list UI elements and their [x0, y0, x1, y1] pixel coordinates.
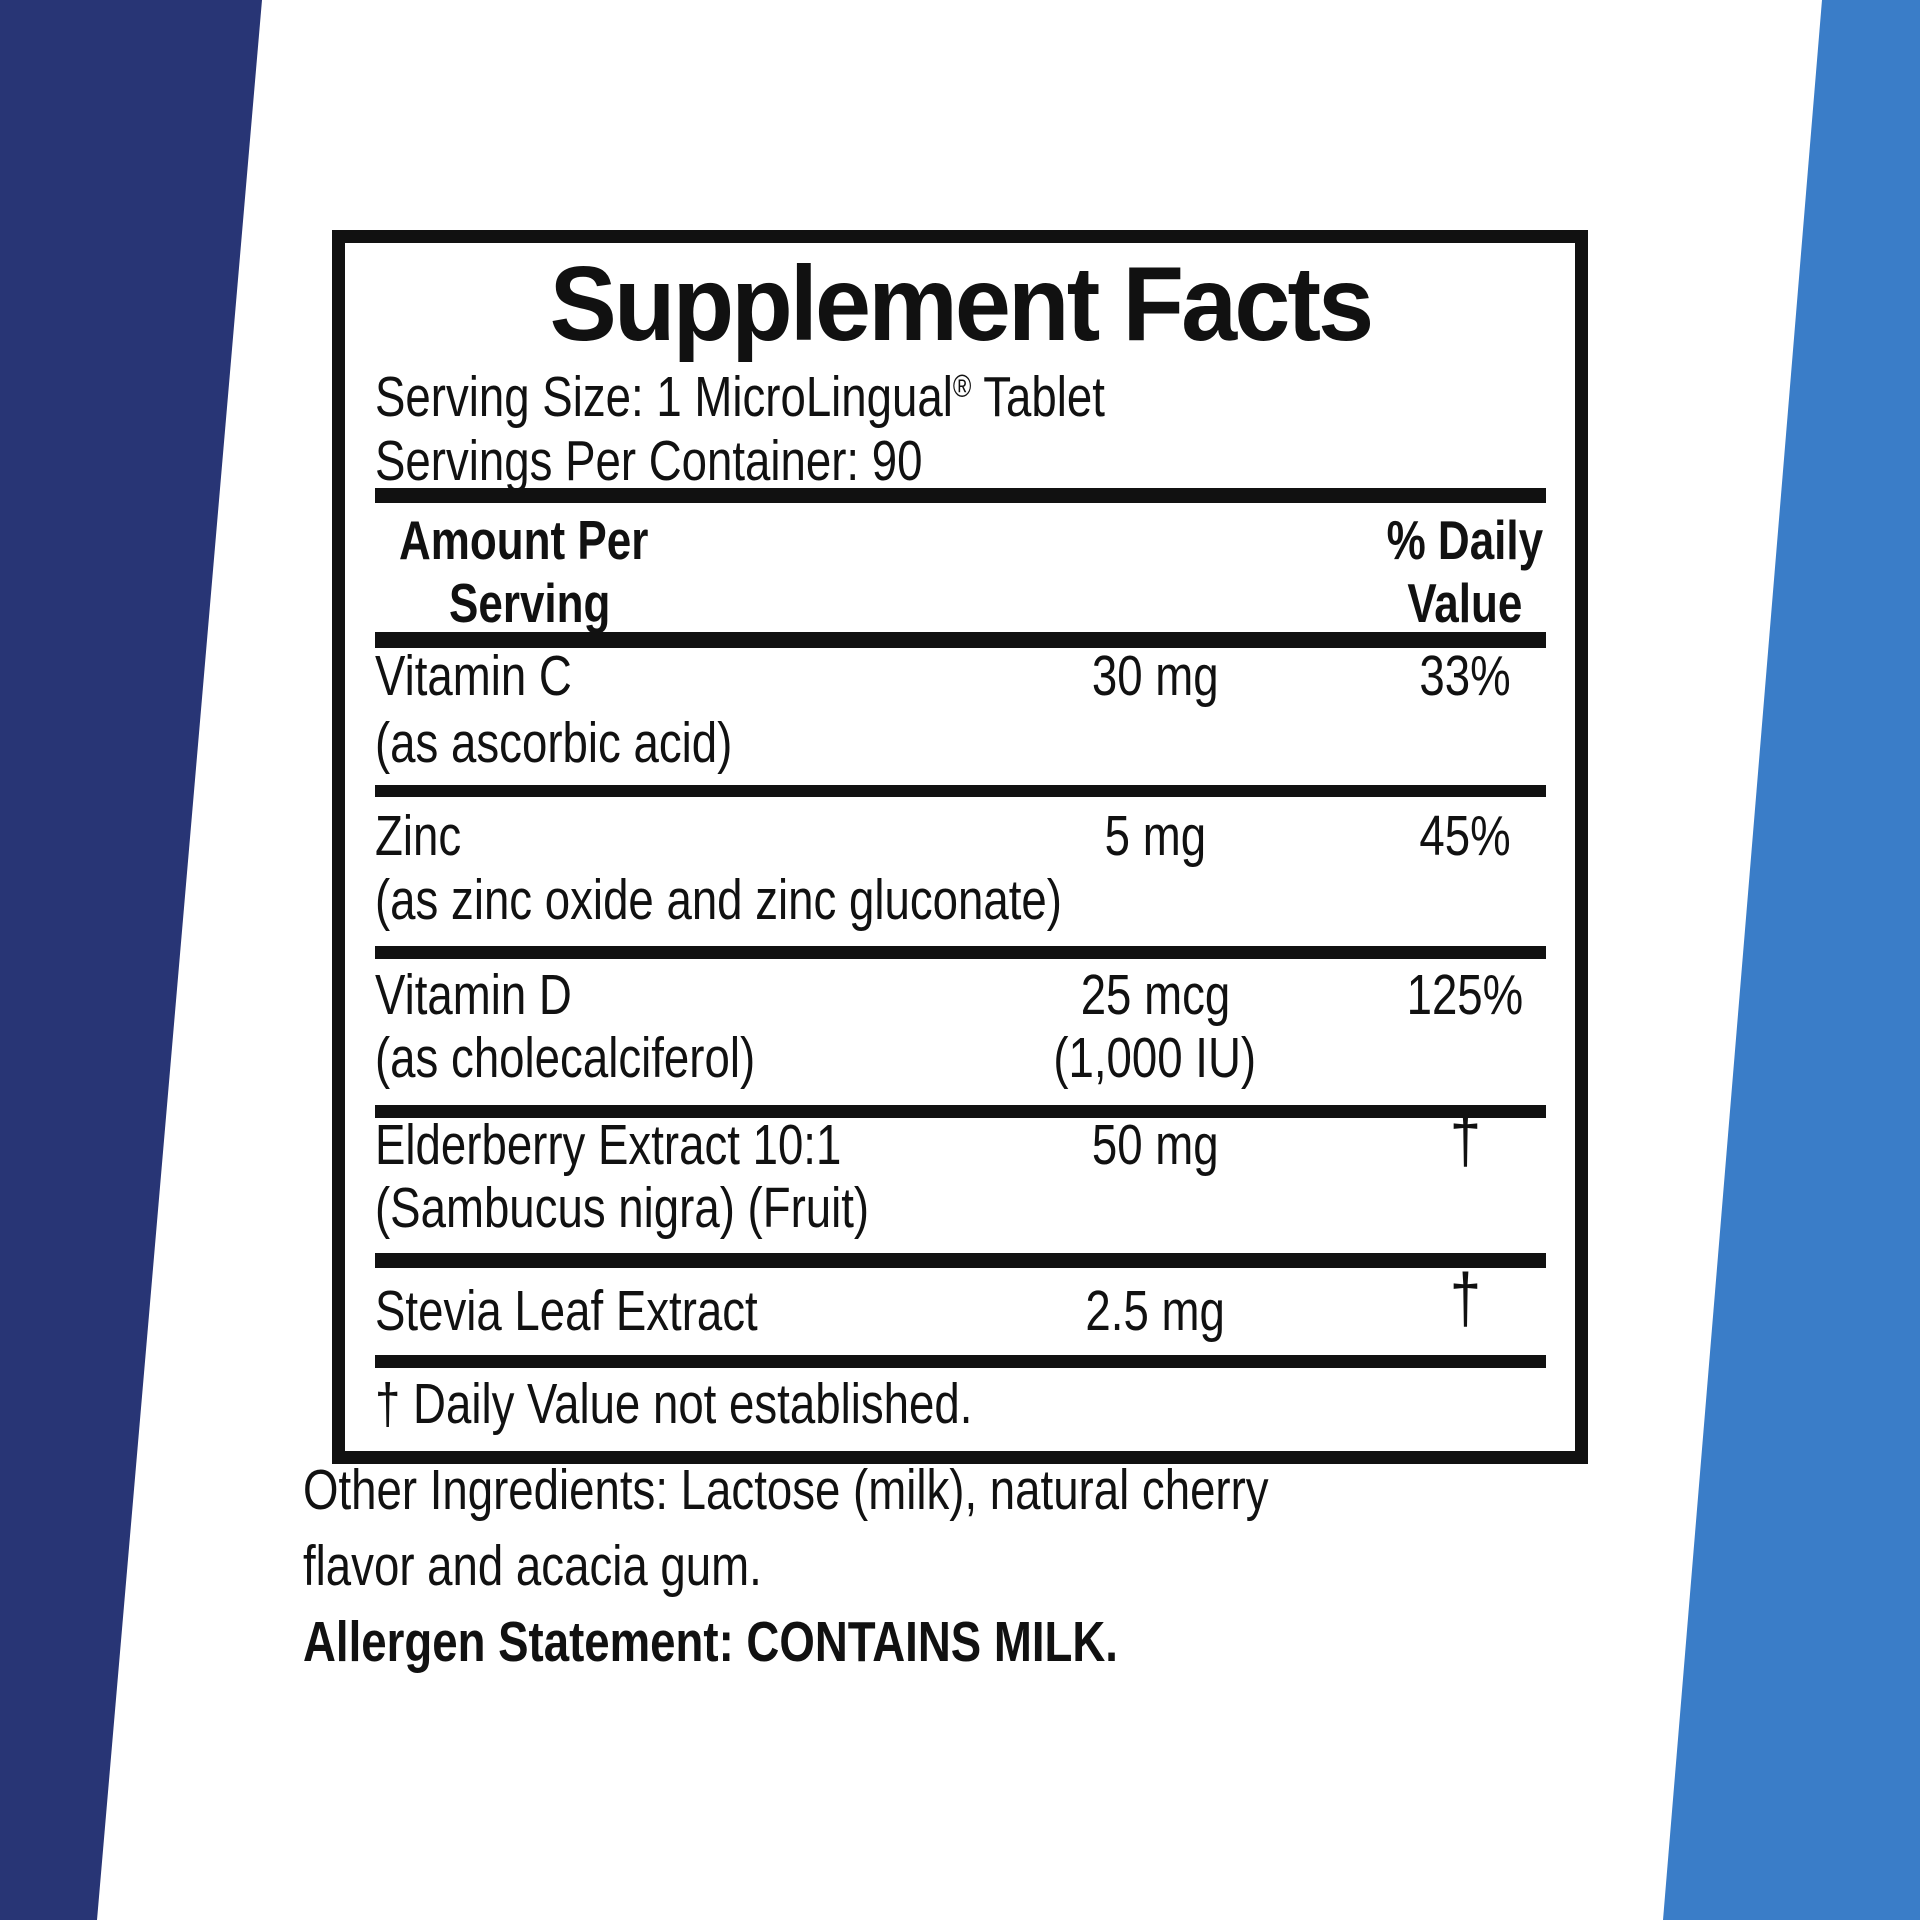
row-vitamin-d-amount: 25 mcg [1080, 963, 1230, 1027]
dv-header-line2: Value [1407, 572, 1523, 634]
row-stevia-name: Stevia Leaf Extract [375, 1279, 758, 1343]
amount-per-serving-header: Amount Per Serving [399, 509, 711, 635]
row-vitamin-d-detail: (as cholecalciferol) [375, 1026, 756, 1090]
row-zinc-dv: 45% [1419, 804, 1511, 868]
row-vitamin-d-name: Vitamin D [375, 963, 572, 1027]
row-zinc-amount: 5 mg [1104, 804, 1206, 868]
row-vitamin-c-name: Vitamin C [375, 644, 572, 708]
supplement-facts-panel: Supplement Facts Serving Size: 1 MicroLi… [332, 230, 1588, 1464]
row-vitamin-c-dv: 33% [1419, 644, 1511, 708]
serving-info: Serving Size: 1 MicroLingual® Tablet Ser… [375, 355, 1287, 493]
row-elderberry-detail: (Sambucus nigra) (Fruit) [375, 1176, 870, 1240]
allergen-statement: Allergen Statement: CONTAINS MILK. [303, 1610, 1118, 1674]
row-elderberry-amount: 50 mg [1091, 1113, 1219, 1177]
dv-header-line1: % Daily [1386, 509, 1544, 571]
other-ingredients-line1: Other Ingredients: Lactose (milk), natur… [303, 1458, 1269, 1522]
row-stevia-dv-dagger: † [1449, 1259, 1481, 1337]
row-separator [375, 785, 1546, 797]
row-separator [375, 1105, 1546, 1118]
other-ingredients-line2: flavor and acacia gum. [303, 1534, 762, 1598]
thick-rule-top [375, 488, 1546, 503]
row-elderberry-name: Elderberry Extract 10:1 [375, 1113, 842, 1177]
serving-size-text: Serving Size: 1 MicroLingual [375, 365, 953, 430]
amount-header-line1: Amount Per [399, 509, 649, 571]
row-vitamin-c-detail: (as ascorbic acid) [375, 711, 733, 775]
row-separator [375, 1355, 1546, 1368]
amount-header-line2: Serving [449, 572, 611, 634]
panel-title-text: Supplement Facts [549, 245, 1374, 363]
row-separator [375, 946, 1546, 959]
serving-size-line: Serving Size: 1 MicroLingual® Tablet [375, 355, 1287, 429]
panel-title: Supplement Facts [345, 251, 1575, 357]
registered-trademark-symbol: ® [952, 369, 972, 404]
serving-size-suffix: Tablet [971, 365, 1105, 430]
row-vitamin-d-amount-iu: (1,000 IU) [1053, 1026, 1257, 1090]
row-vitamin-d-dv: 125% [1406, 963, 1524, 1027]
thick-rule-header [375, 632, 1546, 648]
daily-value-footnote: † Daily Value not established. [375, 1372, 973, 1436]
row-stevia-amount: 2.5 mg [1085, 1279, 1225, 1343]
daily-value-header: % Daily Value [1355, 509, 1575, 635]
row-vitamin-c-amount: 30 mg [1091, 644, 1219, 708]
row-elderberry-dv-dagger: † [1449, 1099, 1481, 1177]
row-zinc-detail: (as zinc oxide and zinc gluconate) [375, 868, 1062, 932]
servings-per-container-line: Servings Per Container: 90 [375, 429, 923, 494]
row-zinc-name: Zinc [375, 804, 462, 868]
row-separator [375, 1253, 1546, 1268]
